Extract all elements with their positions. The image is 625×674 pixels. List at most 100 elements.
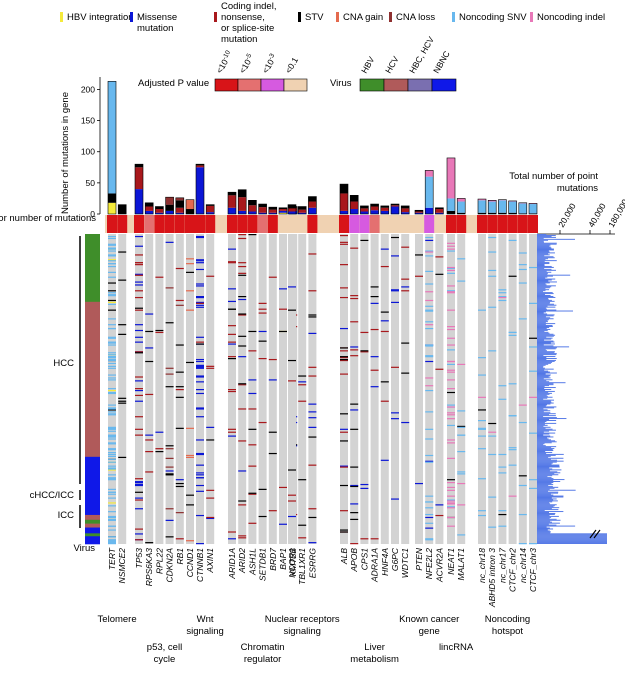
heatmap-cell-setdb1 [258, 358, 267, 360]
bar-segment-rps6ka3-1 [145, 210, 154, 214]
heatmap-cell-esrrg [308, 332, 317, 335]
total-bar [537, 439, 551, 441]
bar-segment-ash1l-2 [248, 205, 257, 212]
heatmap-cell-tert [108, 392, 116, 395]
heatmap-column-malat1 [457, 234, 466, 544]
heatmap-cell-arid1a [228, 341, 236, 343]
total-bar [537, 299, 552, 301]
heatmap-cell-rps6ka3 [145, 330, 154, 333]
total-bar [537, 485, 553, 487]
total-bar [537, 492, 559, 494]
heatmap-cell-alb [340, 413, 348, 415]
category-label-noncoding-hotspot: Noncoding hotspot [485, 614, 530, 637]
bar-segment-rpl22-2 [155, 209, 164, 213]
bar-y-tick-label-150: 150 [81, 116, 95, 126]
total-bar [537, 518, 557, 520]
heatmap-cell-hnf4a [380, 330, 389, 333]
bar-segment-nc-chr18-7 [478, 199, 486, 201]
total-bar [537, 493, 551, 495]
heatmap-cell-cdkn2a [165, 470, 174, 472]
total-bar [537, 346, 570, 348]
heatmap-cell-axin1 [206, 365, 215, 367]
total-bar [537, 440, 556, 442]
heatmap-cell-neat1 [447, 291, 455, 293]
bar-segment-nc-chr17-6 [498, 200, 507, 213]
heatmap-cell-nfe2l2 [425, 236, 434, 239]
heatmap-cell-nc-chr14 [518, 268, 527, 271]
heatmap-cell-neat1 [447, 506, 455, 508]
heatmap-column-brd7 [268, 234, 277, 544]
total-bar [537, 259, 546, 261]
bar-segment-brd7-1 [268, 212, 277, 214]
total-bar [537, 433, 550, 435]
total-bar [537, 409, 548, 411]
bar-segment-arid1a-2 [228, 195, 236, 208]
total-bar [537, 488, 550, 490]
total-bar [537, 251, 550, 253]
virus-swatch-nbnc [431, 78, 457, 92]
heatmap-cell-tert [108, 295, 116, 297]
heatmap-cell-tert [108, 411, 116, 413]
bar-outline-cps1 [360, 205, 369, 215]
pvalue-cell-rpl22 [154, 215, 165, 233]
heatmap-cell-tert [108, 541, 116, 543]
virus-block-4 [85, 519, 100, 524]
total-bar [537, 363, 549, 365]
heatmap-cell-ctcf-chr3 [529, 479, 537, 481]
heatmap-cell-malat1 [457, 434, 466, 436]
axis-break-mark-2 [593, 529, 601, 539]
total-bar [537, 526, 547, 528]
total-bar [537, 501, 553, 503]
bar-y-tick-label-200: 200 [81, 84, 95, 94]
heatmap-cell-ctnnb1 [196, 407, 204, 409]
total-bar [537, 487, 555, 489]
heatmap-cell-ctnnb1 [196, 341, 204, 343]
heatmap-cell-adra1a [370, 302, 379, 304]
bar-segment-tbl1xr1-2 [298, 209, 307, 213]
total-bar [537, 494, 554, 496]
heatmap-cell-pten [415, 254, 423, 256]
total-bar [537, 277, 546, 279]
heatmap-column-adra1a [370, 234, 379, 544]
heatmap-cell-tert [108, 542, 116, 544]
total-bar [537, 375, 551, 377]
bar-outline-neat1 [446, 157, 456, 215]
bar-segment-esrrg-2 [308, 201, 317, 208]
gene-label-axin1: AXIN1 [205, 548, 215, 574]
gene-label-wdtc1: WDTC1 [400, 548, 410, 578]
heatmap-cell-apob [350, 403, 359, 405]
total-bar [537, 541, 607, 543]
heatmap-cell-tert [108, 536, 116, 538]
bar-segment-setdb1-3 [258, 204, 267, 208]
heatmap-cell-nfe2l2 [425, 507, 434, 509]
total-bar [537, 388, 545, 389]
heatmap-column-nc-chr17 [498, 234, 507, 544]
total-bar [537, 408, 544, 410]
pvalue-cell-nc-chr14 [517, 215, 528, 233]
heatmap-cell-rps6ka3 [145, 439, 154, 441]
gene-label-rpl22: RPL22 [154, 548, 164, 574]
heatmap-cell-tert [108, 362, 116, 365]
heatmap-cell-setdb1 [258, 312, 267, 314]
heatmap-cell-rpl22 [155, 448, 164, 450]
bar-outline-cdkn2a [165, 196, 174, 215]
heatmap-cell-alb [340, 357, 348, 359]
total-tick-label-20000: 20,000 [556, 201, 578, 229]
heatmap-cell-tp53 [135, 539, 143, 541]
bar-segment-ash1l-1 [248, 211, 257, 214]
total-bar [537, 236, 556, 238]
category-label-p53-cell-cycle: p53, cell cycle [147, 642, 182, 665]
total-bar [537, 515, 559, 517]
total-bar [537, 429, 556, 431]
heatmap-cell-ctnnb1 [196, 358, 204, 361]
heatmap-cell-adra1a [370, 286, 379, 288]
heatmap-cell-nc-chr14 [518, 513, 527, 516]
heatmap-cell-alb [340, 531, 348, 533]
heatmap-column-bg-ctcf-chr2 [508, 234, 517, 544]
heatmap-cell-tert [108, 407, 116, 409]
heatmap-cell-nfe2l2 [425, 501, 434, 503]
heatmap-cell-tp53 [135, 235, 143, 238]
total-bar [537, 397, 548, 399]
